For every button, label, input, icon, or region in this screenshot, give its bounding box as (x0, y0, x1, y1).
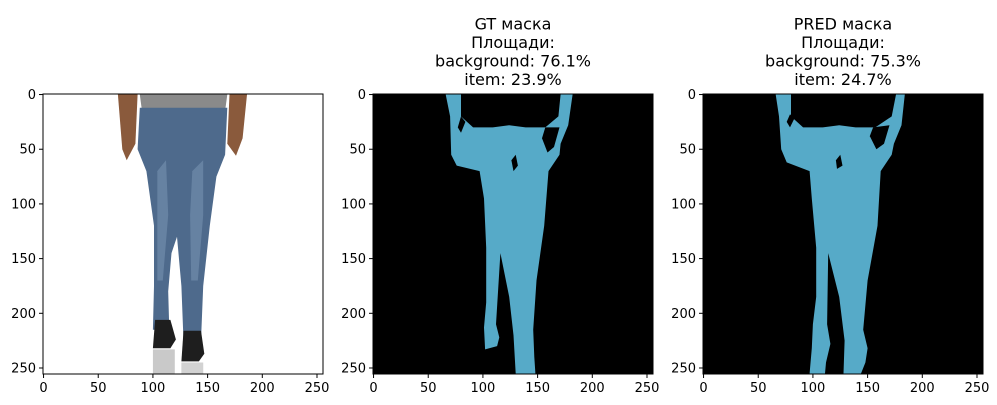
photo-reflection-right (181, 362, 204, 374)
panel-title-line: Площади: (471, 33, 555, 52)
y-tick-label: 150 (11, 252, 36, 267)
panel-title-line: background: 75.3% (765, 52, 921, 71)
x-tick-label: 250 (305, 381, 330, 396)
x-tick-label: 100 (801, 381, 826, 396)
y-tick-label: 150 (341, 252, 366, 267)
x-tick-label: 250 (635, 381, 660, 396)
mask-hole-2 (835, 154, 843, 169)
x-tick-label: 50 (420, 381, 437, 396)
panel-title-line: background: 76.1% (435, 52, 591, 71)
panel-title-line: item: 24.7% (794, 70, 891, 89)
photo-reflection-left (152, 349, 175, 374)
photo-left-arm (117, 94, 138, 161)
x-tick-label: 200 (910, 381, 935, 396)
x-tick-label: 100 (141, 381, 166, 396)
panel-title-line: item: 23.9% (464, 70, 561, 89)
mask-hole-0 (457, 116, 466, 133)
x-tick-label: 250 (965, 381, 990, 396)
y-tick-label: 200 (341, 307, 366, 322)
panel-title-line: GT маска (475, 15, 552, 34)
mask-hole-1 (869, 125, 890, 150)
panel-title-line: PRED маска (794, 15, 892, 34)
axes-frame (42, 93, 324, 375)
x-tick-label: 200 (250, 381, 275, 396)
y-tick-label: 100 (11, 197, 36, 212)
axes-frame (702, 93, 984, 375)
mask-hole-2 (511, 154, 518, 172)
y-tick-label: 50 (19, 143, 36, 158)
x-tick-label: 50 (750, 381, 767, 396)
mask-hole-0 (786, 114, 795, 128)
y-tick-label: 100 (341, 197, 366, 212)
photo-jeans-highlight-left (157, 160, 169, 281)
photo-left-shoe (152, 319, 176, 349)
x-tick-label: 150 (525, 381, 550, 396)
photo-jeans (137, 107, 228, 341)
y-tick-label: 200 (11, 307, 36, 322)
x-tick-label: 0 (39, 381, 47, 396)
y-tick-label: 100 (671, 197, 696, 212)
y-tick-label: 250 (11, 361, 36, 376)
mask-item-region (775, 94, 905, 374)
x-tick-label: 50 (90, 381, 107, 396)
panel-title-line: Площади: (801, 33, 885, 52)
y-tick-label: 150 (671, 252, 696, 267)
y-tick-label: 250 (671, 361, 696, 376)
photo-right-arm (227, 94, 247, 156)
mask-hole-1 (542, 127, 560, 153)
x-tick-label: 200 (580, 381, 605, 396)
x-tick-label: 150 (855, 381, 880, 396)
y-tick-label: 0 (688, 88, 696, 103)
y-tick-label: 200 (671, 307, 696, 322)
y-tick-label: 0 (28, 88, 36, 103)
photo-jeans-highlight-right (190, 160, 204, 281)
photo-right-shoe (181, 330, 205, 362)
mask-item-region (445, 94, 573, 374)
y-tick-label: 50 (679, 143, 696, 158)
x-tick-label: 150 (195, 381, 220, 396)
x-tick-label: 0 (699, 381, 707, 396)
photo-shirt (139, 94, 228, 111)
x-tick-label: 100 (471, 381, 496, 396)
y-tick-label: 0 (358, 88, 366, 103)
x-tick-label: 0 (369, 381, 377, 396)
axes-frame (372, 93, 654, 375)
y-tick-label: 250 (341, 361, 366, 376)
y-tick-label: 50 (349, 143, 366, 158)
